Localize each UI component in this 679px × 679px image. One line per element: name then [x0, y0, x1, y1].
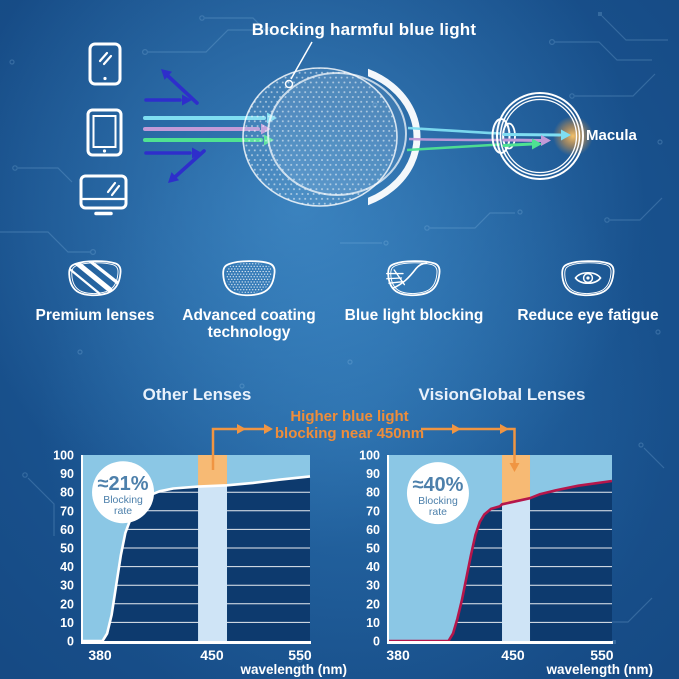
honeycomb-coated-lens-icon [242, 67, 421, 207]
chart-title-visionglobal-lenses: VisionGlobal Lenses [418, 385, 586, 404]
y-tick-label: 60 [366, 523, 380, 537]
tablet-icon [86, 108, 123, 157]
eye-in-lens-icon [561, 260, 615, 297]
y-tick-label: 30 [60, 579, 74, 593]
annotation-higher-blocking: Higher blue light blocking near 450nm [252, 408, 447, 442]
y-tick-label: 80 [366, 486, 380, 500]
smartphone-icon [88, 42, 122, 86]
feature-premium-lenses: Premium lenses [15, 258, 175, 324]
y-tick-label: 0 [67, 635, 74, 649]
monitor-icon [79, 174, 128, 216]
y-tick-label: 100 [53, 449, 74, 463]
hero-title: Blocking harmful blue light [251, 20, 477, 39]
y-tick-label: 0 [373, 635, 380, 649]
hero-art [79, 41, 593, 216]
x-tick-label: 550 [590, 647, 614, 663]
x-tick-label: 380 [88, 647, 112, 663]
y-tick-label: 50 [60, 542, 74, 556]
y-tick-label: 90 [60, 467, 74, 481]
badge-value: ≈40% [412, 474, 463, 496]
x-axis-label: wavelength (nm) [545, 662, 653, 677]
mesh-coating-lens-icon [222, 260, 276, 297]
y-tick-label: 60 [60, 523, 74, 537]
feature-reduce-eye-fatigue: Reduce eye fatigue [508, 258, 668, 324]
x-tick-label: 380 [386, 647, 410, 663]
macula-glow [553, 116, 593, 156]
features-row: Premium lenses Advanced coating technolo… [0, 258, 679, 363]
badge-label-line2: rate [114, 505, 132, 517]
y-tick-label: 20 [366, 597, 380, 611]
y-tick-label: 80 [60, 486, 74, 500]
band-highlight-450nm [502, 455, 531, 505]
y-tick-label: 40 [60, 560, 74, 574]
deflecting-rays-lens-icon [386, 260, 441, 297]
x-axis-label: wavelength (nm) [239, 662, 347, 677]
x-tick-label: 550 [288, 647, 312, 663]
transmission-curve [388, 479, 613, 643]
incoming-beam-arrows [143, 112, 277, 146]
chart-svg: 0 10 20 30 40 50 60 70 80 90 100 380 450 550wavelengt… [359, 449, 653, 678]
badge-label-line2: rate [429, 506, 447, 518]
eye-cross-section-icon [491, 92, 593, 180]
feature-label: Advanced coating technology [182, 307, 316, 341]
chart-svg: 0 10 20 30 40 50 60 70 80 90 100 380 450 550wavelengt… [53, 449, 347, 678]
band-highlight-450nm [198, 455, 228, 487]
y-tick-label: 50 [366, 542, 380, 556]
y-tick-label: 70 [60, 504, 74, 518]
chart-visionglobal-lenses: 0 10 20 30 40 50 60 70 80 90 100 380 450 550 wavelengt… [346, 443, 656, 679]
y-tick-label: 20 [60, 597, 74, 611]
x-tick-label: 450 [200, 647, 224, 663]
y-tick-label: 10 [366, 616, 380, 630]
badge-label-line1: Blocking [418, 495, 458, 507]
badge-label-line1: Blocking [103, 494, 143, 506]
y-tick-label: 70 [366, 504, 380, 518]
filtered-beams [406, 126, 501, 152]
feature-advanced-coating: Advanced coating technology [169, 258, 329, 341]
title-callout-line [284, 41, 313, 89]
feature-blue-light-blocking: Blue light blocking [334, 258, 494, 324]
chart-title-other-lenses: Other Lenses [142, 385, 252, 404]
x-tick-label: 450 [501, 647, 525, 663]
feature-label: Reduce eye fatigue [517, 307, 659, 324]
reflected-ray-arrows [144, 64, 206, 188]
macula-label: Macula [586, 127, 637, 144]
striped-lens-icon [68, 260, 122, 297]
y-tick-label: 90 [366, 467, 380, 481]
y-tick-label: 100 [359, 449, 380, 463]
y-tick-label: 40 [366, 560, 380, 574]
annotation-line1: Higher blue light [290, 408, 409, 425]
y-tick-label: 10 [60, 616, 74, 630]
y-tick-label: 30 [366, 579, 380, 593]
focused-beam-arrows [502, 129, 571, 150]
badge-value: ≈21% [98, 473, 149, 495]
feature-label: Blue light blocking [344, 307, 484, 324]
chart-other-lenses: 0 10 20 30 40 50 60 70 80 90 100 380 450 550 wavelengt… [40, 443, 350, 679]
annotation-line2: blocking near 450nm [274, 424, 425, 442]
feature-label: Premium lenses [35, 307, 155, 324]
